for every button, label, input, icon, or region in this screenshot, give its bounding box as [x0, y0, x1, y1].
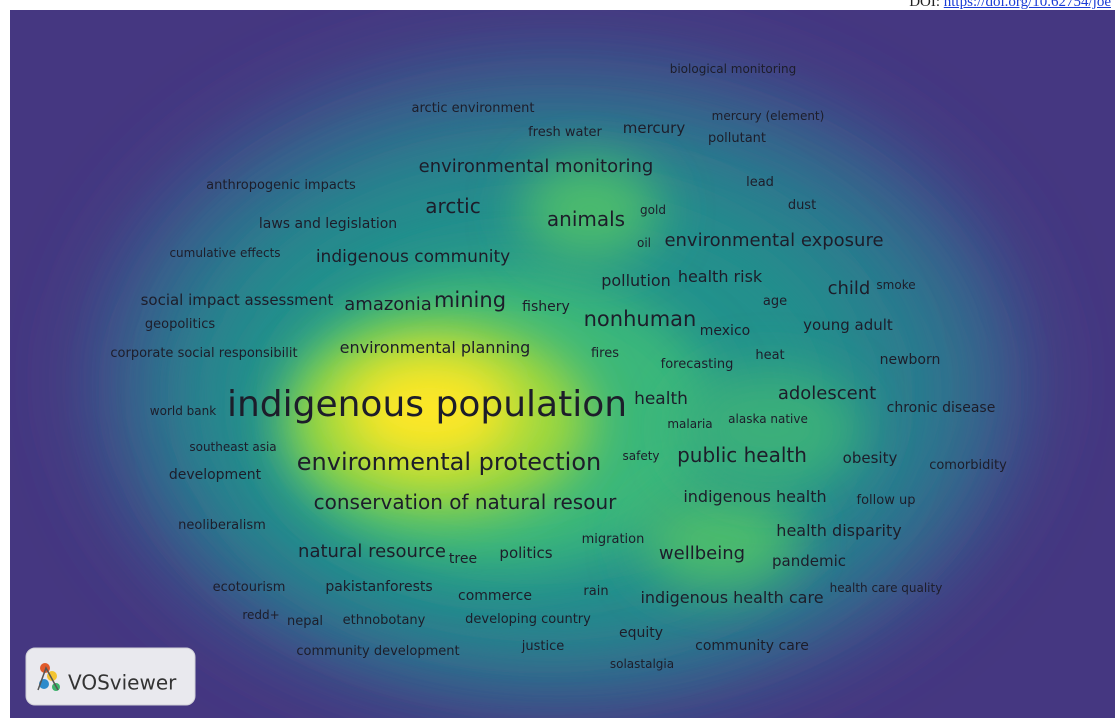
term-label[interactable]: public health	[677, 443, 807, 467]
term-label[interactable]: conservation of natural resour	[314, 490, 618, 514]
term-label[interactable]: tree	[449, 551, 477, 567]
term-label[interactable]: equity	[619, 625, 663, 641]
term-label[interactable]: adolescent	[778, 383, 876, 404]
logo-label: VOSviewer	[68, 671, 177, 695]
term-label[interactable]: mexico	[700, 323, 750, 339]
term-label[interactable]: environmental planning	[340, 338, 531, 357]
term-label[interactable]: neoliberalism	[178, 518, 266, 533]
term-label[interactable]: arctic	[425, 194, 480, 218]
density-layer	[10, 10, 1115, 718]
term-label[interactable]: dust	[788, 198, 816, 213]
term-label[interactable]: mining	[434, 288, 506, 312]
term-label[interactable]: anthropogenic impacts	[206, 178, 356, 193]
term-label[interactable]: justice	[521, 639, 564, 654]
term-label[interactable]: geopolitics	[145, 317, 215, 332]
terms: biological monitoring arctic environment m…	[110, 62, 1007, 671]
term-label[interactable]: mercury	[623, 119, 686, 137]
term-label[interactable]: world bank	[150, 404, 216, 418]
term-label[interactable]: social impact assessment	[141, 291, 334, 309]
term-label[interactable]: community care	[695, 638, 809, 654]
term-label[interactable]: forecasting	[661, 357, 734, 372]
term-label[interactable]: nepal	[287, 614, 323, 629]
logo-icon	[37, 663, 60, 691]
term-label[interactable]: fresh water	[528, 125, 602, 140]
term-label[interactable]: rain	[583, 584, 608, 599]
term-label[interactable]: southeast asia	[189, 440, 276, 454]
term-label[interactable]: fires	[591, 346, 619, 361]
term-label[interactable]: indigenous health	[683, 487, 826, 506]
term-label[interactable]: laws and legislation	[259, 216, 397, 232]
term-label[interactable]: politics	[499, 544, 552, 562]
doi-link[interactable]: https://doi.org/10.62754/joe	[943, 0, 1111, 10]
term-label[interactable]: safety	[622, 449, 659, 463]
term-label[interactable]: indigenous community	[316, 247, 510, 267]
term-label[interactable]: environmental protection	[297, 448, 601, 476]
term-label[interactable]: pollutant	[708, 131, 766, 146]
term-label[interactable]: indigenous population	[227, 384, 627, 425]
term-label[interactable]: migration	[582, 532, 645, 547]
term-label[interactable]: newborn	[880, 352, 941, 368]
term-label[interactable]: corporate social responsibilit	[110, 346, 297, 361]
doi-prefix: DOI:	[909, 0, 941, 10]
term-label[interactable]: developing country	[465, 612, 591, 627]
term-label[interactable]: redd+	[242, 608, 279, 622]
term-label[interactable]: ecotourism	[213, 580, 286, 595]
term-label[interactable]: animals	[547, 207, 625, 231]
term-label[interactable]: oil	[637, 236, 651, 250]
term-label[interactable]: pollution	[601, 271, 671, 290]
term-label[interactable]: arctic environment	[412, 101, 535, 116]
term-label[interactable]: amazonia	[344, 294, 432, 315]
term-label[interactable]: young adult	[803, 316, 893, 334]
term-label[interactable]: health	[634, 389, 688, 409]
term-label[interactable]: smoke	[876, 278, 915, 292]
term-label[interactable]: alaska native	[728, 412, 808, 426]
logo: VOSviewer	[25, 647, 196, 706]
term-label[interactable]: heat	[755, 348, 784, 363]
term-label[interactable]: nonhuman	[584, 307, 697, 331]
term-label[interactable]: environmental monitoring	[419, 156, 654, 177]
term-label[interactable]: commerce	[458, 588, 532, 604]
term-label[interactable]: age	[763, 294, 787, 309]
term-label[interactable]: health care quality	[830, 581, 943, 595]
doi: DOI: https://doi.org/10.62754/joe	[909, 0, 1111, 11]
term-label[interactable]: ethnobotany	[343, 613, 426, 628]
term-label[interactable]: malaria	[667, 417, 712, 431]
term-label[interactable]: pakistanforests	[325, 579, 432, 595]
term-label[interactable]: biological monitoring	[670, 62, 797, 76]
term-label[interactable]: lead	[746, 175, 774, 190]
term-label[interactable]: solastalgia	[610, 657, 674, 671]
term-label[interactable]: fishery	[522, 299, 570, 315]
term-label[interactable]: indigenous health care	[640, 588, 823, 607]
term-label[interactable]: community development	[296, 644, 459, 659]
term-label[interactable]: follow up	[857, 493, 916, 508]
term-label[interactable]: development	[169, 467, 262, 483]
term-label[interactable]: wellbeing	[659, 543, 745, 564]
term-label[interactable]: pandemic	[772, 552, 846, 570]
term-label[interactable]: health risk	[678, 267, 763, 286]
term-label[interactable]: chronic disease	[887, 400, 996, 416]
logo-box	[25, 647, 196, 706]
term-label[interactable]: mercury (element)	[712, 109, 825, 123]
term-label[interactable]: child	[828, 278, 871, 299]
term-label[interactable]: cumulative effects	[169, 246, 280, 260]
term-label[interactable]: comorbidity	[929, 458, 1007, 473]
term-label[interactable]: natural resource	[298, 541, 446, 562]
term-label[interactable]: gold	[640, 203, 666, 217]
term-label[interactable]: environmental exposure	[664, 230, 883, 251]
term-label[interactable]: health disparity	[776, 521, 901, 540]
term-label[interactable]: obesity	[843, 449, 898, 467]
